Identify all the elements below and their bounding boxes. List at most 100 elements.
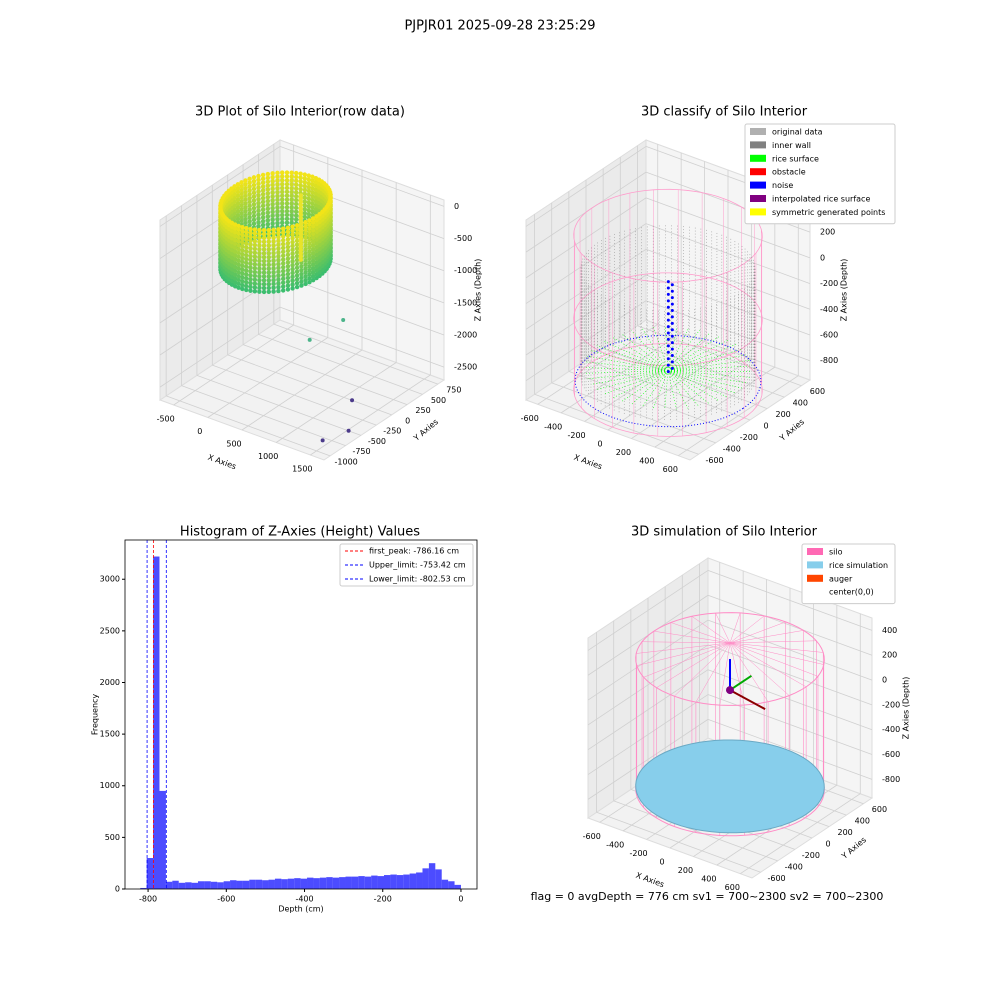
rice-surface (641, 328, 669, 371)
histogram-bar (300, 878, 308, 889)
point-cloud (289, 174, 294, 179)
point-cloud (276, 288, 281, 294)
point-cloud (244, 256, 249, 262)
point-cloud (303, 262, 308, 267)
point-cloud (265, 206, 271, 211)
point-cloud (280, 284, 286, 289)
x-tick-label: -600 (521, 414, 539, 423)
y-tick-label: 600 (872, 805, 887, 814)
y-tick-label: 500 (105, 833, 120, 842)
point-cloud (271, 250, 276, 256)
rice-surface (596, 345, 669, 371)
x-tick-label: 400 (639, 457, 654, 466)
point-cloud (280, 265, 286, 270)
point-cloud (299, 264, 304, 269)
point-cloud (257, 270, 262, 275)
legend-swatch (750, 141, 766, 149)
point-cloud (276, 254, 281, 259)
point-cloud (275, 186, 280, 191)
point-cloud (306, 173, 311, 178)
point-cloud (248, 269, 253, 274)
x-tick-label: 0 (197, 427, 202, 436)
noise (670, 347, 674, 351)
point-cloud (257, 285, 262, 291)
grid-line (525, 197, 647, 279)
point-cloud (232, 237, 238, 243)
y-tick-label: 0 (405, 416, 410, 425)
point-cloud (260, 222, 266, 228)
point-cloud (260, 184, 266, 189)
point-cloud (303, 247, 308, 252)
point-cloud (303, 239, 308, 244)
point-cloud (260, 176, 266, 182)
point-cloud (290, 274, 295, 280)
point-cloud (271, 243, 276, 248)
point-cloud (284, 212, 290, 218)
z-tick-label: -2500 (454, 363, 477, 372)
grid-line (310, 374, 431, 456)
y-tick-label: -200 (802, 851, 820, 860)
rice-surface (667, 370, 752, 372)
grid-line (707, 570, 873, 631)
point-cloud (236, 243, 241, 248)
point-cloud (247, 184, 252, 189)
point-cloud (235, 185, 241, 191)
z-tick-label: -400 (882, 725, 900, 734)
histogram-bar (448, 881, 455, 889)
grid-line (212, 364, 377, 426)
point-cloud (243, 193, 248, 199)
point-cloud (289, 193, 294, 199)
z-tick-label: 200 (882, 651, 897, 660)
histogram-bar (358, 876, 365, 889)
point-cloud (276, 258, 281, 263)
point-cloud (276, 261, 281, 267)
point-cloud (298, 171, 303, 176)
point-cloud (314, 225, 319, 231)
point-cloud (285, 244, 291, 250)
point-cloud (261, 227, 267, 233)
point-cloud (276, 273, 281, 278)
point-cloud (251, 209, 257, 215)
z-tick-label: -1000 (454, 266, 477, 275)
histogram-bar (332, 877, 340, 889)
point-cloud (256, 224, 261, 229)
noise (670, 283, 674, 287)
point-cloud (244, 283, 249, 289)
point-cloud (265, 179, 271, 184)
histogram-bar (307, 877, 314, 889)
point-cloud (307, 225, 312, 231)
point-cloud (261, 239, 267, 244)
point-cloud (257, 277, 262, 283)
point-cloud (232, 222, 238, 227)
point-cloud (314, 256, 319, 262)
point-cloud (256, 204, 261, 210)
point-cloud (240, 228, 245, 234)
point-cloud (239, 195, 244, 200)
point-cloud (248, 288, 253, 293)
legend-label: Upper_limit: -753.42 cm (369, 561, 466, 570)
point-cloud (298, 199, 304, 205)
noise (666, 318, 670, 322)
point-cloud (310, 266, 316, 271)
point-cloud (289, 197, 294, 202)
silo-wireframe (656, 642, 731, 688)
noise (666, 305, 670, 309)
point-cloud (275, 220, 280, 226)
point-cloud (252, 231, 258, 236)
point-cloud (310, 235, 316, 240)
point-cloud (243, 209, 248, 214)
point-cloud (265, 218, 271, 223)
point-cloud (260, 207, 266, 212)
point-cloud (239, 210, 244, 216)
point-cloud (303, 258, 308, 264)
rice-surface (630, 370, 669, 406)
noise (670, 360, 674, 364)
grid-line (159, 306, 281, 388)
point-cloud (314, 272, 319, 277)
point-cloud (248, 253, 253, 259)
y-tick-label: -400 (723, 444, 741, 453)
legend-swatch (807, 574, 823, 582)
point-cloud (261, 258, 267, 264)
noise (670, 309, 674, 312)
rice-surface (667, 365, 753, 372)
